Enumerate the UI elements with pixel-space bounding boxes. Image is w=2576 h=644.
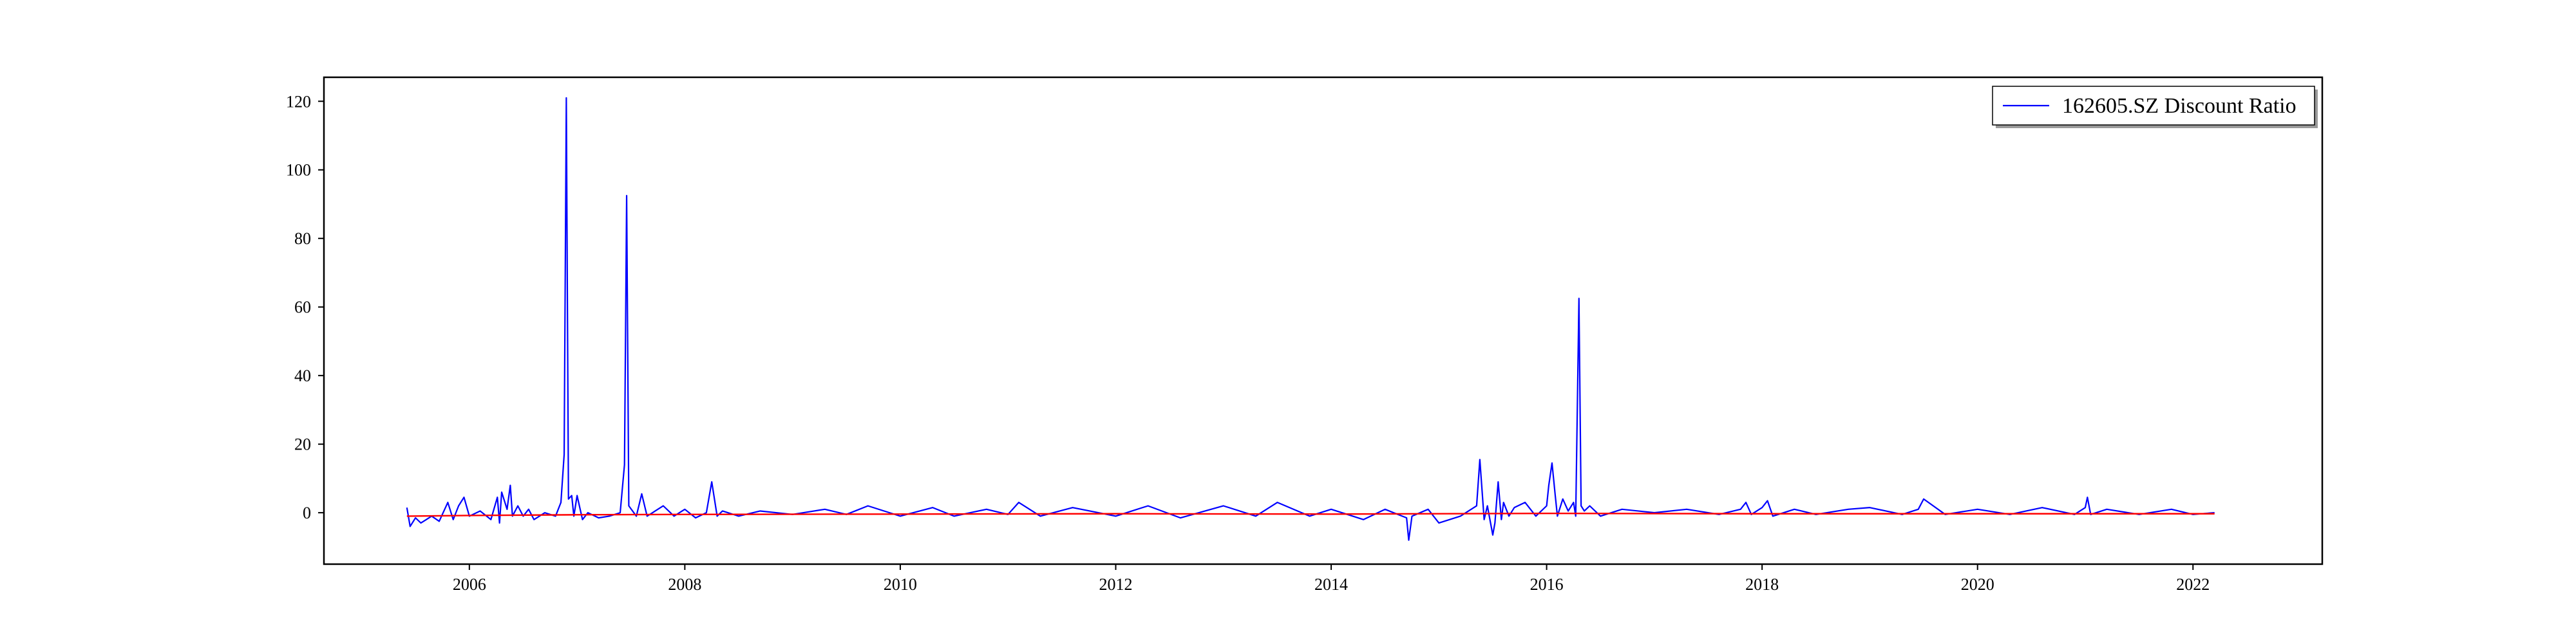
x-tick-label: 2022 (2176, 575, 2210, 594)
y-tick-label: 20 (294, 435, 311, 454)
x-tick-label: 2018 (1745, 575, 1779, 594)
axes: 2006 2008 2010 2012 2014 2016 2018 2020 2022 0 20 4… (286, 76, 2324, 594)
x-tick-label: 2008 (668, 575, 701, 594)
legend: 162605.SZ Discount Ratio (1992, 86, 2318, 128)
y-tick-label: 40 (294, 366, 311, 385)
x-tick-label: 2020 (1961, 575, 1994, 594)
y-tick-label: 60 (294, 298, 311, 317)
x-tick-label: 2012 (1099, 575, 1132, 594)
y-tick-label: 120 (286, 92, 311, 111)
series-layer (406, 97, 2215, 541)
plot-frame (323, 76, 2324, 565)
x-tick-label: 2014 (1314, 575, 1348, 594)
y-tick-label: 80 (294, 229, 311, 248)
legend-label: 162605.SZ Discount Ratio (2062, 94, 2297, 118)
x-tick-label: 2010 (884, 575, 917, 594)
y-tick-label: 0 (303, 504, 311, 522)
y-tick-label: 100 (286, 161, 311, 180)
x-tick-label: 2006 (453, 575, 486, 594)
x-tick-label: 2016 (1530, 575, 1564, 594)
series-line-discount-ratio (406, 97, 2215, 541)
series-line-baseline (406, 513, 2215, 517)
